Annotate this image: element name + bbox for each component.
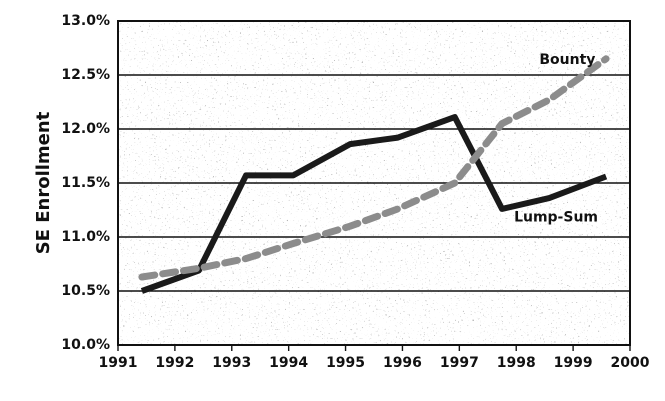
- y-tick-label-0: 10.0%: [61, 337, 110, 353]
- series-labels: Lump-Sum Bounty: [514, 52, 598, 226]
- plot-frame: [117, 20, 631, 346]
- x-tick-label-8: 1999: [554, 355, 593, 371]
- y-tick-label-5: 12.5%: [61, 67, 110, 83]
- y-tick-label-3: 11.5%: [61, 175, 110, 191]
- y-axis-title: SE Enrollment: [33, 111, 54, 254]
- x-tick-label-3: 1994: [269, 355, 308, 371]
- x-tick-label-9: 2000: [611, 355, 650, 371]
- y-tick-label-4: 12.0%: [61, 121, 110, 137]
- y-tick-label-2: 11.0%: [61, 229, 110, 245]
- x-tick-label-1: 1992: [155, 355, 194, 371]
- series-label-bounty: Bounty: [539, 52, 595, 68]
- x-tick-label-7: 1998: [497, 355, 536, 371]
- x-tick-label-0: 1991: [99, 355, 138, 371]
- x-tick-label-6: 1997: [440, 355, 479, 371]
- x-axis-tick-labels: 1991 1992 1993 1994 1995 1996 1997 1998 1999 2000: [99, 355, 650, 371]
- x-tick-label-4: 1995: [326, 355, 365, 371]
- y-tick-label-6: 13.0%: [61, 13, 110, 29]
- series-label-lump-sum: Lump-Sum: [514, 210, 598, 226]
- series-lines: [138, 55, 610, 294]
- series-line-lump-sum: [140, 114, 608, 294]
- y-tick-label-1: 10.5%: [61, 283, 110, 299]
- y-axis-tick-labels: 10.0% 10.5% 11.0% 11.5% 12.0% 12.5% 13.0%: [61, 13, 110, 353]
- x-tick-label-2: 1993: [212, 355, 251, 371]
- x-tick-label-5: 1996: [383, 355, 422, 371]
- series-line-bounty: [138, 55, 610, 281]
- x-axis-ticks: [117, 345, 631, 351]
